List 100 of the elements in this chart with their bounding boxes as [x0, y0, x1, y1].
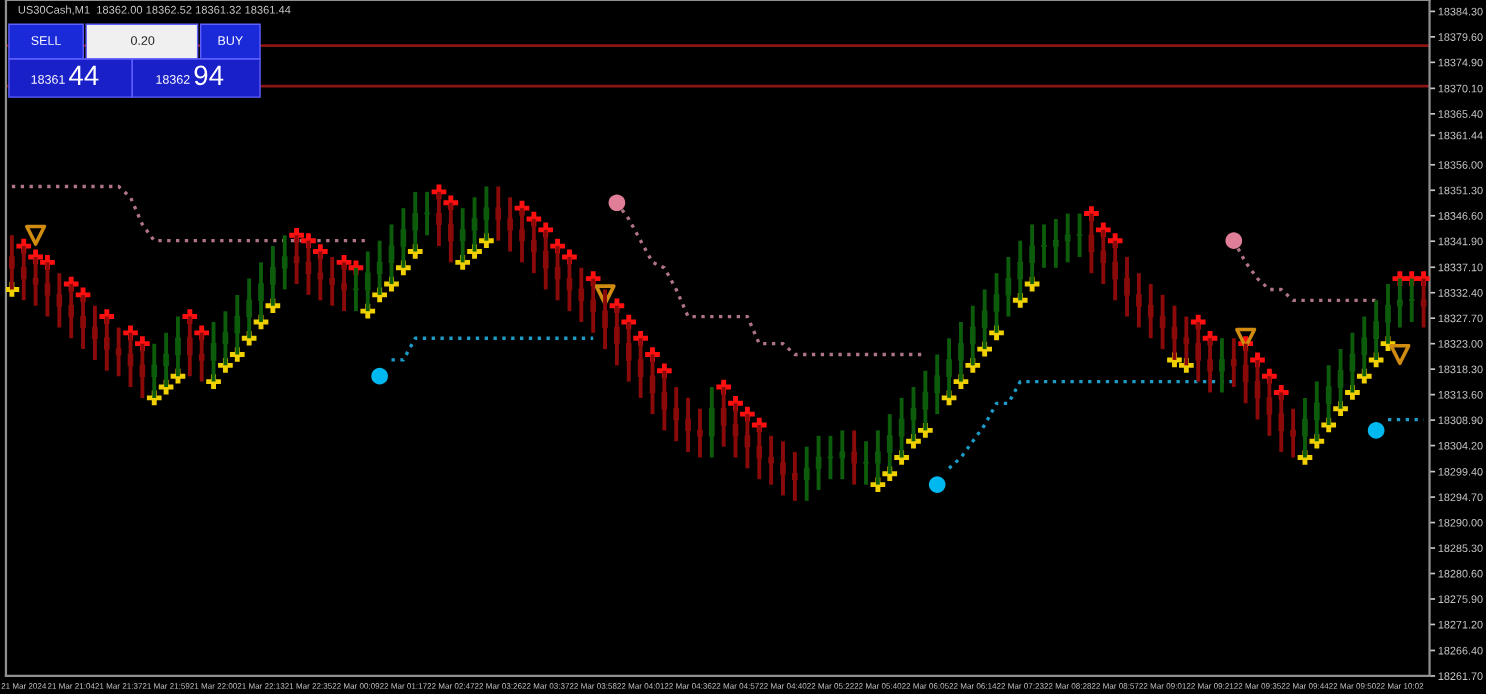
candlestick [270, 244, 276, 308]
candlestick [507, 195, 513, 254]
candlestick [341, 260, 347, 314]
candlestick [697, 406, 703, 460]
candlestick [127, 330, 134, 389]
candlestick [910, 385, 917, 444]
candlestick [519, 206, 525, 265]
candlestick [602, 287, 608, 352]
point [371, 367, 388, 385]
candlestick [1373, 298, 1379, 362]
candlestick [1171, 303, 1178, 362]
candlestick [32, 254, 39, 308]
candlestick [293, 233, 300, 286]
candlestick [673, 385, 680, 444]
candlestick [898, 395, 905, 460]
candlestick [44, 260, 51, 319]
candlestick [364, 249, 371, 314]
candlestick [9, 233, 15, 292]
candlestick [68, 282, 75, 341]
candlestick [447, 200, 454, 265]
candlestick [305, 238, 312, 297]
candlestick [981, 287, 988, 352]
candlestick [400, 206, 407, 270]
candlestick [875, 428, 881, 487]
candlestick [1219, 336, 1225, 395]
point [1235, 327, 1257, 349]
candlestick [222, 309, 229, 368]
candlestick [483, 184, 490, 243]
candlestick [708, 385, 715, 460]
candlestick [329, 254, 336, 308]
candlestick [92, 303, 98, 362]
candlestick [471, 195, 478, 254]
candlestick [780, 439, 786, 498]
candlestick [1147, 282, 1154, 341]
candlestick [886, 412, 893, 476]
point [1225, 232, 1243, 250]
candlestick [459, 206, 466, 265]
candlestick [1385, 282, 1391, 346]
candlestick [258, 260, 264, 324]
candlestick [1207, 336, 1213, 395]
candlestick [1278, 390, 1285, 455]
candlestick [186, 314, 193, 379]
candlestick [1124, 254, 1130, 319]
point [1367, 422, 1385, 439]
candlestick [566, 254, 573, 314]
candlestick [542, 227, 549, 292]
candlestick [175, 314, 181, 379]
candlestick [163, 330, 169, 389]
candlestick [1230, 336, 1237, 389]
candlestick [388, 222, 395, 286]
candlestick [1314, 379, 1320, 444]
candlestick [1325, 363, 1332, 427]
candlestick [151, 341, 158, 400]
candlestick [495, 184, 502, 243]
candlestick [1408, 276, 1415, 324]
candlestick [1005, 254, 1012, 319]
candlestick [720, 385, 727, 449]
candlestick [993, 271, 1000, 335]
candlestick [115, 325, 122, 379]
candlestick [958, 320, 964, 384]
candlestick [1361, 314, 1368, 379]
candlestick [969, 303, 976, 368]
candlestick [1029, 222, 1035, 286]
annotation: 44 [68, 65, 99, 85]
candlestick [839, 428, 846, 482]
point [25, 224, 47, 246]
candlestick [614, 303, 620, 368]
candlestick [1041, 222, 1047, 270]
candlestick [1017, 238, 1024, 303]
candlestick [20, 244, 27, 303]
candlestick [732, 401, 739, 460]
candlestick [792, 450, 798, 503]
annotation: 94 [194, 65, 224, 86]
candlestick [80, 292, 86, 352]
candlestick [198, 330, 205, 384]
candlestick [103, 314, 110, 373]
candlestick [1053, 217, 1059, 270]
candlestick [815, 433, 822, 492]
candlestick [554, 244, 561, 303]
candlestick [744, 412, 751, 471]
point [608, 194, 626, 212]
candlestick [851, 428, 857, 487]
candlestick [1076, 211, 1083, 259]
candlestick [1159, 292, 1166, 352]
candlestick [637, 336, 644, 400]
candlestick [685, 395, 691, 455]
point [1389, 343, 1411, 366]
candlestick [756, 423, 763, 482]
candlestick [1254, 357, 1261, 422]
candlestick [1195, 320, 1202, 384]
candlestick [863, 439, 869, 487]
candlestick [590, 276, 597, 335]
candlestick [934, 352, 941, 417]
candlestick [1266, 374, 1273, 438]
candlestick [210, 320, 217, 384]
candlestick [531, 217, 537, 276]
candlestick [436, 189, 442, 249]
candlestick [412, 189, 419, 254]
point [928, 476, 946, 493]
candlestick [1136, 271, 1142, 330]
